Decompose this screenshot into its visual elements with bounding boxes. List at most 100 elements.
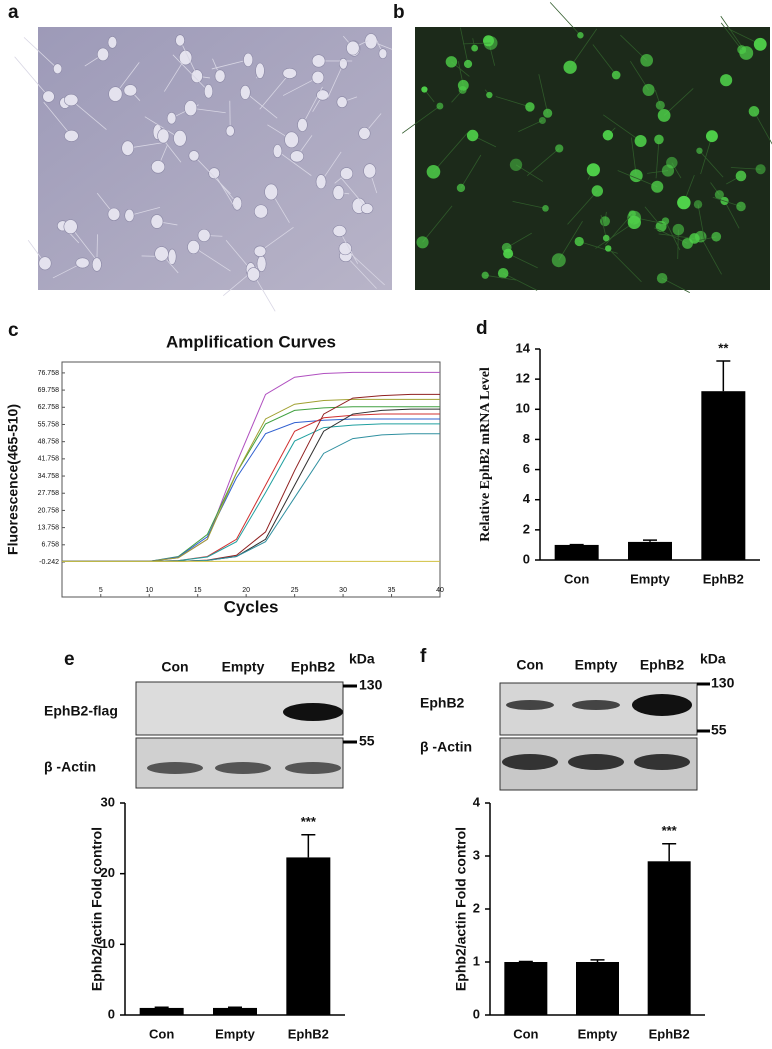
y-tick-label: 34.758 [38, 473, 60, 480]
neurite [753, 111, 772, 145]
cell [42, 90, 55, 103]
panel-letter: d [476, 318, 488, 339]
neurite [663, 88, 694, 116]
y-tick-label: 48.758 [38, 439, 60, 446]
cell [458, 85, 467, 94]
neurite [507, 253, 538, 269]
neurite [700, 236, 722, 275]
neurite [277, 150, 312, 176]
neurite [259, 226, 294, 252]
cell [503, 248, 514, 259]
curve [62, 418, 440, 562]
cell [735, 170, 747, 182]
cell [714, 190, 724, 200]
neurite [259, 73, 291, 110]
neurite [538, 74, 549, 114]
neurite [602, 114, 641, 142]
lane-label: Empty [222, 659, 265, 675]
y-tick-label: 6.758 [41, 542, 59, 549]
cell [151, 160, 166, 174]
cell [338, 242, 352, 256]
cell [525, 102, 535, 112]
cell [107, 207, 121, 221]
y-tick-label: 4 [473, 794, 481, 809]
significance: *** [301, 814, 317, 829]
cell [634, 135, 647, 148]
cell [290, 150, 304, 163]
y-tick-label: 62.758 [38, 404, 60, 411]
cell [672, 223, 685, 236]
cell [332, 185, 345, 200]
cell [651, 180, 664, 193]
row-label: EphB2 [420, 695, 465, 711]
bar [139, 1007, 184, 1015]
cell [232, 196, 243, 211]
cell [297, 117, 308, 132]
panel-letter: b [393, 2, 405, 23]
x-tick-label: Empty [215, 1026, 256, 1041]
panel-letter: f [420, 646, 427, 667]
x-tick-label: Empty [578, 1026, 619, 1041]
neurite [245, 92, 278, 119]
marker-label: 130 [359, 677, 383, 693]
curve [62, 433, 440, 562]
cell [63, 219, 78, 235]
neurite [193, 155, 231, 195]
neurite [127, 141, 168, 149]
cell [315, 174, 327, 190]
cell [483, 36, 498, 50]
neurite [558, 220, 583, 261]
neurite [495, 96, 531, 108]
x-tick-label: 10 [145, 587, 153, 594]
cell [187, 240, 200, 255]
y-tick-label: 10 [101, 936, 115, 951]
cell [175, 34, 185, 47]
cell [605, 245, 612, 252]
neurite [344, 248, 385, 286]
y-tick-label: 6 [523, 461, 530, 476]
neurite [604, 213, 633, 246]
curve [62, 423, 440, 562]
cell [466, 129, 479, 142]
cell [123, 84, 138, 97]
cell [509, 158, 523, 171]
bar [213, 1007, 257, 1015]
cell [190, 69, 203, 84]
cell [736, 201, 746, 212]
cell [696, 147, 703, 154]
cell [755, 164, 766, 175]
cell [677, 195, 691, 210]
y-tick-label: 4 [523, 491, 531, 506]
neurite [23, 37, 58, 70]
cell [173, 130, 187, 147]
cell [256, 255, 267, 272]
cell [591, 185, 604, 197]
cell [599, 216, 610, 227]
x-tick-label: Con [513, 1026, 538, 1041]
y-tick-label: 41.758 [38, 456, 60, 463]
neurite [512, 200, 546, 209]
unit-label: kDa [349, 651, 375, 667]
neurite [595, 222, 635, 249]
cell [586, 163, 600, 177]
neurite [697, 204, 705, 241]
marker-label: 130 [711, 675, 735, 691]
cell [421, 86, 428, 93]
cell [178, 50, 193, 66]
error-bar [590, 959, 605, 962]
error-bar [301, 834, 316, 858]
cell [486, 91, 493, 99]
neurite [485, 274, 517, 281]
cell [611, 70, 621, 80]
neurite [70, 99, 107, 130]
cell [426, 164, 441, 179]
unit-label: kDa [700, 651, 726, 667]
marker-label: 55 [711, 722, 727, 738]
cell [208, 167, 220, 180]
cell [542, 205, 549, 212]
y-tick-label: 12 [516, 371, 530, 386]
y-tick-label: 2 [523, 521, 530, 536]
y-tick-label: 2 [473, 900, 480, 915]
cell [64, 129, 79, 142]
cell [693, 200, 703, 209]
